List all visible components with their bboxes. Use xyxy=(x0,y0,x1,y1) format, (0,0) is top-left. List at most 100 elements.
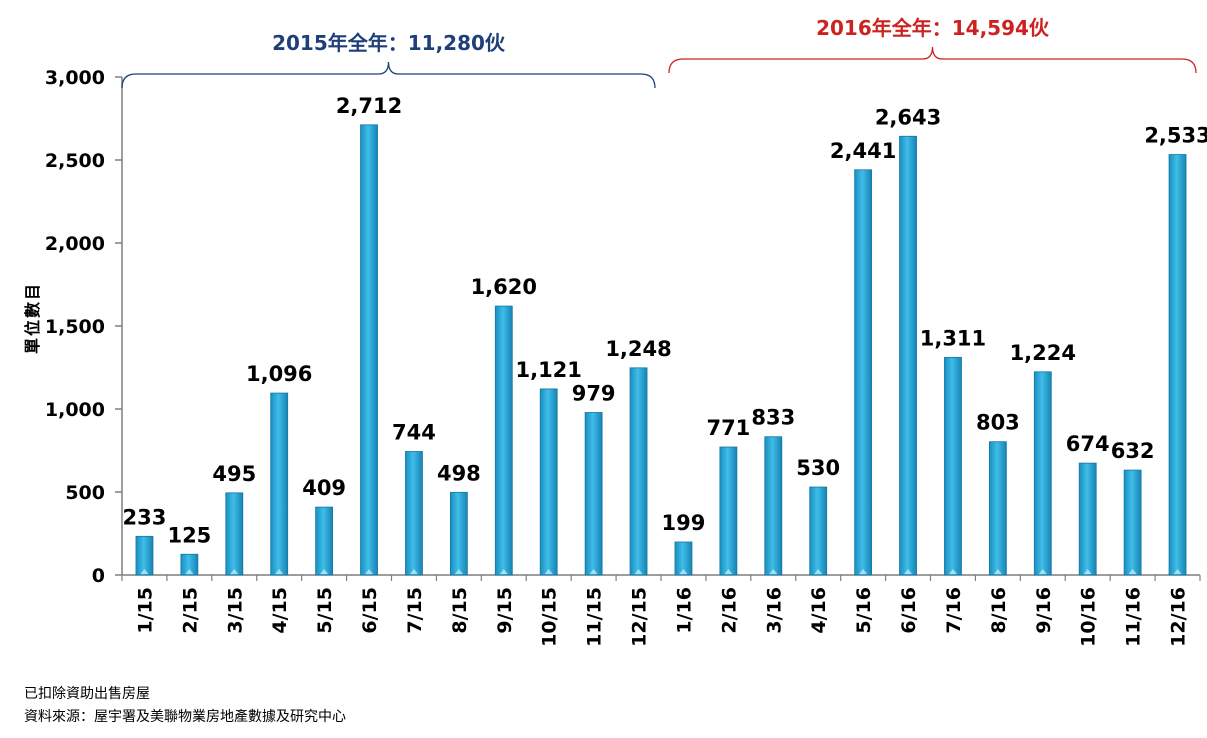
x-tick-label: 1/15 xyxy=(134,587,156,634)
data-label: 979 xyxy=(572,381,616,405)
bar xyxy=(1123,469,1142,576)
group-braces: 2015年全年：11,280伙 2016年全年：14,594伙 xyxy=(121,16,1197,89)
bar xyxy=(988,441,1007,576)
bar-base-highlight xyxy=(724,569,733,574)
x-tick-label: 1/16 xyxy=(673,587,695,634)
group-brace xyxy=(121,61,656,89)
x-tick-label: 9/16 xyxy=(1033,587,1055,634)
data-label: 1,248 xyxy=(605,337,671,361)
bar-base-highlight xyxy=(904,569,913,574)
bar-base-highlight xyxy=(1128,569,1137,574)
x-tick-label: 7/16 xyxy=(943,587,965,634)
footnote-deduction: 已扣除資助出售房屋 xyxy=(24,686,150,702)
y-tick-label: 0 xyxy=(92,565,105,587)
x-tick-label: 12/15 xyxy=(629,587,651,647)
bar-base-highlight xyxy=(769,569,778,574)
bar-base-highlight xyxy=(948,569,957,574)
y-tick-label: 2,500 xyxy=(45,150,105,172)
axes: 0 500 1,000 1,500 2,000 2,500 3,000 1/15 2/15 3/1… xyxy=(45,67,1201,647)
x-tick-label: 3/16 xyxy=(763,587,785,634)
bar xyxy=(719,446,738,576)
bar-base-highlight xyxy=(679,569,688,574)
bar xyxy=(270,392,289,576)
y-tick-label: 1,500 xyxy=(45,316,105,338)
data-label: 833 xyxy=(751,406,795,430)
bar xyxy=(764,436,783,576)
data-label: 632 xyxy=(1111,439,1155,463)
y-tick-label: 3,000 xyxy=(45,67,105,89)
y-tick-label: 500 xyxy=(65,482,105,504)
bar xyxy=(854,169,873,576)
bar-base-highlight xyxy=(499,569,508,574)
data-label: 1,311 xyxy=(920,326,986,350)
x-tick-label: 4/16 xyxy=(808,587,830,634)
bar xyxy=(1168,154,1187,576)
x-tick-label: 2/16 xyxy=(718,587,740,634)
footnote-source: 資料來源：屋宇署及美聯物業房地產數據及研究中心 xyxy=(24,709,346,725)
x-tick-label: 2/15 xyxy=(179,587,201,634)
bar xyxy=(135,535,154,576)
x-tick-label: 7/15 xyxy=(404,587,426,634)
x-tick-label: 6/16 xyxy=(898,587,920,634)
x-tick-label: 10/15 xyxy=(539,587,561,647)
x-tick-label: 5/15 xyxy=(314,587,336,634)
data-label: 2,533 xyxy=(1144,124,1207,148)
bar xyxy=(494,305,513,576)
bar xyxy=(225,492,244,576)
bar xyxy=(1033,371,1052,576)
bar-base-highlight xyxy=(993,569,1002,574)
data-label: 1,096 xyxy=(246,362,312,386)
data-label: 1,620 xyxy=(471,275,537,299)
bar-base-highlight xyxy=(544,569,553,574)
y-tick-label: 1,000 xyxy=(45,399,105,421)
bar xyxy=(809,486,828,576)
group-total-label: 2015年全年：11,280伙 xyxy=(272,31,506,55)
bar xyxy=(674,541,693,576)
bar xyxy=(360,124,378,576)
data-label: 744 xyxy=(392,420,436,444)
bar xyxy=(1078,462,1097,576)
bar-base-highlight xyxy=(230,569,239,574)
data-label: 233 xyxy=(123,505,167,529)
group-brace xyxy=(668,46,1197,74)
data-label: 199 xyxy=(662,511,706,535)
data-label: 1,121 xyxy=(515,358,581,382)
data-label: 1,224 xyxy=(1010,341,1076,365)
bar-base-highlight xyxy=(409,569,418,574)
bar-base-highlight xyxy=(320,569,329,574)
bar-base-highlight xyxy=(140,569,149,574)
data-label: 495 xyxy=(212,462,256,486)
bar xyxy=(944,356,962,576)
bar-base-highlight xyxy=(1173,569,1182,574)
bar-base-highlight xyxy=(454,569,463,574)
x-tick-label: 11/15 xyxy=(584,587,606,647)
x-tick-label: 6/15 xyxy=(359,587,381,634)
bar xyxy=(539,388,558,576)
y-axis-label: 單位數目 xyxy=(23,282,42,354)
x-tick-label: 12/16 xyxy=(1168,587,1190,647)
data-label: 125 xyxy=(167,523,211,547)
bar-base-highlight xyxy=(185,569,194,574)
x-tick-label: 8/16 xyxy=(988,587,1010,634)
x-tick-label: 3/15 xyxy=(224,587,246,634)
x-tick-label: 5/16 xyxy=(853,587,875,634)
group-total-label: 2016年全年：14,594伙 xyxy=(816,16,1050,40)
bar xyxy=(629,367,648,576)
bar xyxy=(405,451,423,576)
data-label: 2,712 xyxy=(336,94,402,118)
bar xyxy=(315,506,334,576)
data-label: 2,441 xyxy=(830,139,896,163)
bar xyxy=(584,412,603,576)
bars xyxy=(135,124,1187,576)
bar xyxy=(180,553,199,576)
data-label: 2,643 xyxy=(875,105,941,129)
x-tick-label: 4/15 xyxy=(269,587,291,634)
bar-base-highlight xyxy=(814,569,823,574)
bar-chart: 0 500 1,000 1,500 2,000 2,500 3,000 1/15 2/15 3/1… xyxy=(23,16,1207,647)
data-label: 674 xyxy=(1066,432,1110,456)
x-tick-label: 8/15 xyxy=(449,587,471,634)
data-label: 530 xyxy=(796,456,840,480)
data-label: 771 xyxy=(706,416,750,440)
x-tick-label: 9/15 xyxy=(494,587,516,634)
